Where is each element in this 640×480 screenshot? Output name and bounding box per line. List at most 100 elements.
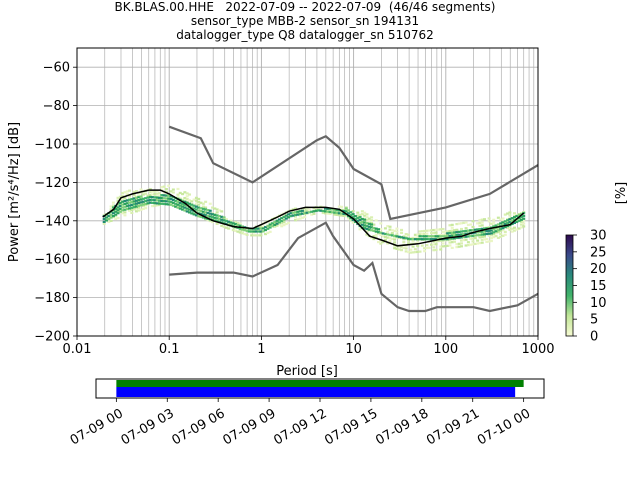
density-cell (503, 213, 507, 216)
density-cell (423, 229, 427, 233)
density-cell (236, 226, 240, 229)
density-cell (178, 191, 182, 195)
density-cell (132, 193, 136, 196)
density-cell (224, 226, 228, 229)
density-cell (501, 227, 505, 230)
density-cell (499, 218, 503, 221)
density-cell (176, 205, 180, 208)
density-cell (160, 194, 164, 197)
density-cell (102, 220, 106, 223)
density-cell (268, 230, 272, 233)
density-cell (266, 227, 270, 230)
density-cell (512, 229, 516, 232)
density-cell (439, 236, 443, 240)
density-cell (148, 193, 152, 197)
timeline-tick-label: 07-09 03 (119, 406, 177, 448)
density-cell (349, 216, 353, 220)
density-cell (201, 213, 205, 216)
density-cell (217, 217, 221, 221)
density-cell (125, 193, 129, 196)
density-cell (158, 196, 162, 199)
density-cell (383, 232, 387, 236)
density-cell (515, 228, 519, 231)
density-cell (503, 233, 507, 236)
density-cell (116, 199, 120, 202)
density-cell (360, 210, 364, 213)
density-cell (261, 227, 265, 230)
density-cell (418, 235, 422, 238)
density-cell (118, 207, 122, 210)
density-cell (280, 220, 284, 223)
density-cell (492, 221, 496, 224)
density-cell (222, 225, 226, 228)
density-cell (425, 235, 429, 238)
density-cell (416, 250, 420, 253)
density-cell (215, 208, 219, 211)
density-cell (462, 230, 466, 233)
density-cell (517, 213, 521, 217)
density-cell (397, 248, 401, 251)
density-cell (427, 238, 431, 241)
density-cell (388, 237, 392, 240)
density-cell (441, 233, 445, 236)
density-cell (204, 200, 208, 203)
density-cell (273, 223, 277, 227)
density-cell (508, 228, 512, 231)
density-cell (224, 217, 228, 221)
density-cell (459, 222, 463, 225)
density-cell (277, 218, 281, 221)
density-cell (298, 213, 302, 216)
density-cell (363, 218, 367, 221)
density-cell (169, 203, 173, 206)
density-cell (141, 204, 145, 208)
density-cell (199, 209, 203, 213)
density-cell (148, 188, 152, 191)
density-cell (190, 203, 194, 206)
density-cell (370, 216, 374, 219)
density-cell (400, 246, 404, 249)
density-cell (478, 218, 482, 222)
density-cell (418, 230, 422, 233)
density-cell (116, 216, 120, 220)
density-cell (134, 202, 138, 205)
density-cell (199, 207, 203, 210)
density-cell (404, 237, 408, 240)
density-cell (125, 207, 129, 211)
density-cell (483, 233, 487, 236)
density-cell (183, 206, 187, 209)
density-cell (146, 196, 150, 199)
density-cell (512, 212, 516, 215)
density-cell (185, 201, 189, 204)
density-cell (183, 200, 187, 203)
density-cell (148, 191, 152, 194)
density-cell (185, 192, 189, 195)
density-cell (128, 207, 132, 210)
x-tick-label: 0.01 (63, 342, 92, 357)
density-cell (459, 239, 463, 242)
density-cell (121, 194, 125, 198)
density-cell (411, 238, 415, 241)
density-cell (351, 218, 355, 222)
density-cell (351, 213, 355, 216)
density-cell (181, 205, 185, 208)
noise-models (168, 125, 538, 313)
density-cell (457, 222, 461, 225)
density-cell (441, 235, 445, 238)
density-cell (174, 199, 178, 203)
density-cell (197, 197, 201, 201)
density-cell (268, 223, 272, 226)
density-cell (473, 228, 477, 231)
density-cell (162, 200, 166, 203)
density-cell (211, 213, 215, 216)
density-cell (464, 235, 468, 238)
timeline-data-bar (116, 380, 524, 387)
density-cell (379, 239, 383, 242)
density-cell (425, 229, 429, 232)
density-cell (187, 202, 191, 205)
density-cell (137, 206, 141, 209)
density-cell (247, 230, 251, 233)
density-cell (296, 213, 300, 216)
density-cell (367, 217, 371, 220)
density-cell (411, 245, 415, 248)
